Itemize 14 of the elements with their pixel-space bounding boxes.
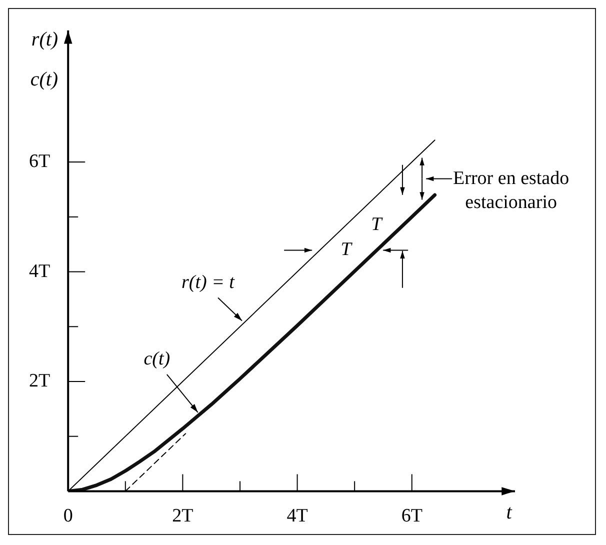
annotation: Error en estado estacionario <box>453 168 570 213</box>
annotation: T <box>340 239 353 260</box>
y-axis-title: r(t) c(t) <box>30 28 58 91</box>
x-tick-label: 2T <box>172 506 194 527</box>
y-tick-label: 2T <box>28 370 50 392</box>
y-tick-label: 6T <box>28 151 50 172</box>
y-tick-label: 4T <box>28 260 50 282</box>
x-tick-label: 0 <box>63 506 73 527</box>
x-axis-title: t <box>506 501 512 524</box>
annotation: T <box>371 214 384 235</box>
x-tick-label: 4T <box>286 506 308 527</box>
x-tick-label: 6T <box>401 506 423 527</box>
annotation: r(t) = t <box>182 272 236 293</box>
annotation: c(t) <box>144 348 170 370</box>
